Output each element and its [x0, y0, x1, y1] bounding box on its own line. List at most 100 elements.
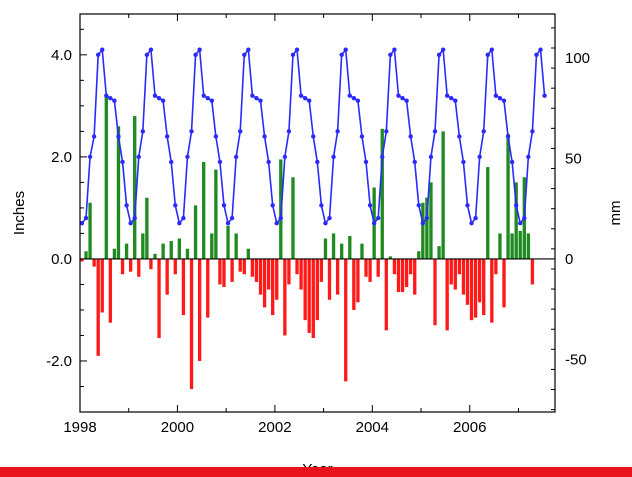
bar-negative: [400, 258, 405, 293]
series-point: [311, 134, 316, 139]
series-point: [152, 93, 158, 98]
series-point: [100, 47, 105, 52]
series-point: [229, 215, 235, 221]
bar-positive: [202, 161, 206, 259]
series-point: [124, 203, 129, 208]
bar-negative: [295, 258, 299, 275]
bar-negative: [137, 258, 141, 277]
bar-positive: [234, 233, 238, 259]
series-point: [250, 93, 255, 98]
series-point: [530, 129, 535, 134]
bar-positive: [388, 256, 393, 259]
bar-positive: [510, 233, 514, 259]
series-point: [489, 47, 495, 52]
series-point: [473, 215, 478, 221]
series-point: [485, 52, 490, 58]
series-point: [177, 221, 182, 226]
series-point: [242, 52, 247, 58]
bar-negative: [335, 258, 340, 295]
bar-negative: [100, 258, 104, 313]
bar-positive: [417, 251, 421, 259]
series-point: [392, 47, 397, 52]
series-point: [156, 95, 162, 101]
bar-positive: [514, 182, 518, 259]
series-point: [270, 203, 275, 208]
series-point: [497, 95, 503, 101]
series-point: [87, 154, 93, 160]
series-point: [189, 129, 194, 134]
x-tick-label: 2002: [258, 419, 291, 436]
series-point: [197, 47, 202, 52]
series-point: [436, 52, 442, 58]
series-point: [449, 95, 454, 101]
series-point: [221, 203, 227, 208]
y-tick-label-left: 0.0: [51, 251, 72, 268]
series-point: [233, 154, 239, 160]
series-point: [323, 221, 328, 226]
series-point: [132, 215, 137, 221]
bar-positive: [429, 182, 433, 259]
bar-negative: [327, 258, 332, 300]
bar-negative: [206, 258, 210, 318]
series-point: [538, 47, 543, 52]
series-point: [388, 52, 393, 58]
series-point: [465, 203, 470, 208]
bar-negative: [271, 258, 275, 316]
series-point: [412, 159, 417, 165]
bar-negative: [469, 258, 474, 321]
series-point: [384, 129, 389, 134]
series-point: [501, 98, 507, 103]
series-point: [526, 154, 531, 160]
bar-negative: [356, 258, 360, 303]
series-point: [258, 98, 263, 103]
bar-negative: [189, 258, 194, 390]
bar-negative: [392, 258, 397, 275]
bar-negative: [376, 258, 380, 277]
series-point: [164, 134, 170, 139]
bar-positive: [169, 241, 173, 259]
bar-positive: [486, 167, 490, 259]
bar-positive: [116, 126, 121, 259]
bar-negative: [465, 258, 470, 305]
bar-negative: [482, 258, 486, 316]
bar-negative: [230, 258, 234, 282]
series-point: [205, 95, 210, 101]
bar-negative: [319, 258, 324, 282]
series-point: [246, 47, 251, 52]
series-point: [193, 52, 198, 58]
bar-positive: [161, 243, 165, 259]
bar-negative: [461, 258, 466, 295]
bar-negative: [218, 258, 222, 285]
series-point: [440, 47, 446, 52]
bar-positive: [133, 116, 137, 259]
bar-positive: [214, 169, 218, 259]
series-point: [351, 95, 357, 101]
bar-negative: [287, 258, 291, 285]
bar-negative: [92, 258, 96, 267]
x-tick-label: 2006: [453, 419, 486, 436]
axes-layer: [79, 13, 556, 413]
series-point: [424, 215, 430, 221]
series-point: [181, 215, 186, 221]
bar-negative: [477, 258, 482, 303]
bar-negative: [449, 258, 453, 285]
bar-negative: [303, 258, 307, 321]
bar-negative: [165, 258, 169, 295]
bar-positive: [84, 251, 88, 259]
series-point: [302, 95, 308, 101]
bar-negative: [157, 258, 161, 339]
x-axis-title: Year: [302, 461, 332, 467]
series-point: [108, 95, 113, 101]
bar-negative: [258, 258, 263, 295]
bar-positive: [526, 233, 531, 259]
series-point: [347, 93, 352, 98]
bar-negative: [181, 258, 186, 316]
bar-negative: [396, 258, 401, 293]
series-point: [140, 129, 146, 134]
y-tick-label-right: -50: [565, 351, 587, 368]
bar-negative: [283, 258, 287, 336]
y-tick-label-right: 50: [565, 150, 582, 167]
bar-negative: [530, 258, 535, 285]
bar-positive: [340, 243, 344, 259]
series-point: [380, 154, 385, 160]
